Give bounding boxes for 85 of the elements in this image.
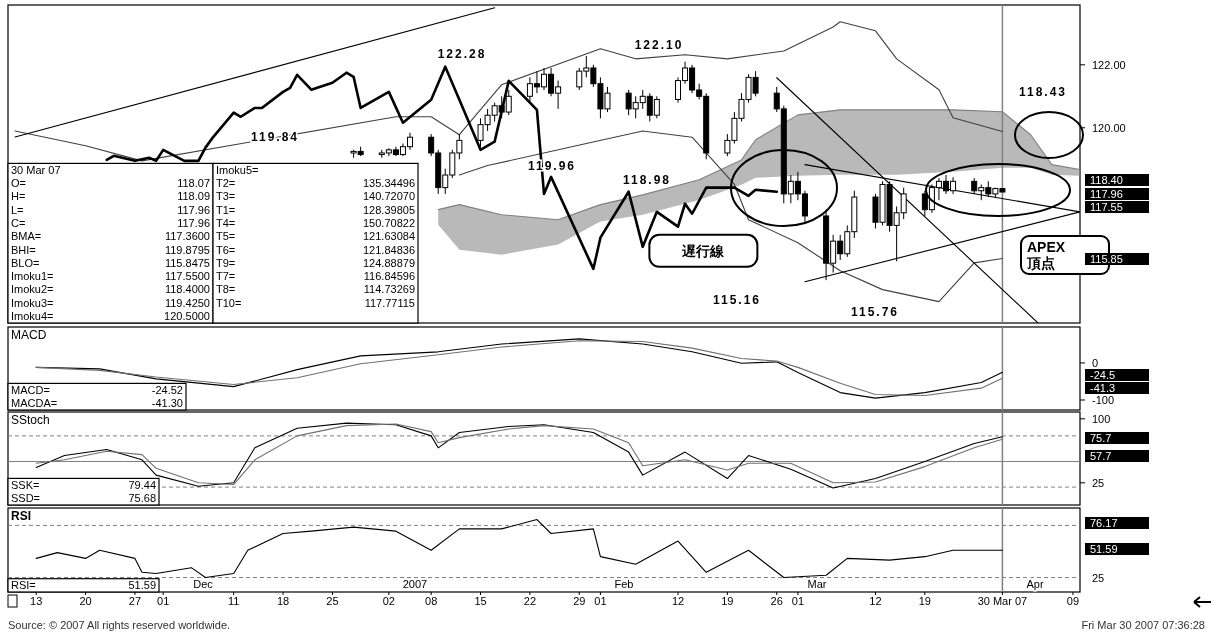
y-tick-label: 122.00	[1092, 58, 1126, 71]
text: H= 118.09	[11, 190, 210, 203]
series-label: 遅行線	[681, 242, 726, 259]
text: 118.40	[1090, 174, 1123, 186]
chart-title: SStoch	[11, 413, 50, 427]
y-tick-label: 100	[1092, 412, 1111, 425]
text: BLO= 115.8475	[11, 256, 210, 269]
text: O= 118.07	[11, 177, 210, 189]
annotation: 115.16	[712, 293, 762, 307]
y-tick-label: 120.00	[1092, 121, 1126, 134]
text: T8= 114.73269	[216, 283, 415, 296]
x-tick-label: 25	[326, 595, 339, 607]
text: Imoku1= 117.5500	[11, 270, 210, 283]
x-tick-label: 01	[594, 595, 607, 607]
y-tick-label: 25	[1092, 476, 1105, 489]
text: T6= 121.84836	[216, 243, 415, 256]
x-tick-label: 01	[791, 595, 805, 607]
x-tick-label: 09	[1066, 595, 1080, 607]
text: T10= 117.77115	[216, 296, 415, 309]
x-tick-label: 19	[918, 595, 931, 607]
annotation: 117.96	[177, 203, 210, 216]
text: 57.7	[1090, 450, 1112, 462]
x-tick-label: 13	[30, 595, 43, 607]
x-tick-label: 20	[79, 595, 92, 607]
x-tick-label: 30 Mar 07	[977, 595, 1028, 607]
text: T3= 140.72070	[216, 190, 415, 203]
x-tick-label: 29	[573, 595, 586, 607]
text: T7= 116.84596	[216, 270, 415, 283]
x-tick-label: 12	[869, 595, 882, 607]
text: 75.7	[1090, 432, 1112, 444]
text: 2007	[402, 578, 428, 590]
text: Imoku3= 119.4250	[11, 296, 210, 309]
x-tick-label: 26	[770, 595, 783, 607]
x-tick-label: 15	[474, 595, 487, 607]
x-tick-label: 12	[671, 595, 685, 607]
text: -24.5	[1090, 369, 1116, 381]
y-tick-label: 0	[1092, 356, 1099, 369]
text: 117.96	[1090, 188, 1123, 200]
text: SSD= 75.68	[11, 492, 156, 504]
text: T9= 124.88879	[216, 256, 415, 269]
text: -41.3	[1090, 382, 1116, 394]
text: MACDA= -41.30	[11, 397, 183, 409]
x-tick-label: 02	[382, 595, 395, 607]
text: 76.17	[1090, 517, 1118, 529]
x-tick-label: 19	[721, 595, 734, 607]
text: T4= 150.70822	[216, 216, 415, 229]
chart-title: RSI	[11, 509, 32, 523]
text: Imoku2= 118.4000	[11, 283, 210, 296]
x-tick-label: 22	[523, 595, 537, 607]
x-tick-label: 08	[425, 595, 438, 607]
annotation: 122.10	[634, 38, 684, 52]
text: T5= 121.63084	[216, 230, 415, 243]
text: BHI= 119.8795	[11, 243, 210, 256]
text: T2= 135.34496	[216, 177, 415, 189]
text: RSI=	[11, 579, 36, 591]
text: 117.55	[1090, 201, 1123, 213]
annotation: 118.98	[622, 173, 672, 187]
text: 51.59	[128, 579, 156, 591]
text: BMA= 117.3600	[11, 230, 210, 243]
annotation: 30 Mar 07	[11, 163, 61, 176]
text: Feb	[614, 578, 634, 590]
x-tick-label: 11	[227, 595, 240, 607]
annotation: 122.28	[437, 47, 487, 61]
text: T1= 128.39805	[216, 203, 415, 216]
source-note: Source: © 2007 All rights reserved worldwide.	[8, 619, 231, 631]
text: 115.85	[1090, 253, 1123, 265]
text: Apr	[1026, 578, 1044, 590]
chart-title: MACD	[11, 328, 47, 342]
text: MACD= -24.52	[11, 383, 183, 396]
text: C= 117.96	[11, 216, 210, 229]
annotation: Imoku5=	[216, 163, 259, 176]
x-tick-label: 18	[276, 595, 290, 607]
text: L=	[11, 203, 24, 216]
annotation: 118.43	[1018, 85, 1068, 99]
text: 51.59	[1090, 543, 1118, 555]
x-tick-label: 27	[128, 595, 142, 607]
annotation: APEX 頂点	[1026, 239, 1066, 271]
x-tick-label: 01	[157, 595, 170, 607]
text: Imoku4= 120.5000	[11, 310, 210, 322]
y-tick-label: -100	[1092, 394, 1115, 406]
text: Mar	[807, 578, 827, 590]
text: Dec	[193, 578, 214, 590]
text: Fri Mar 30 2007 07:36:28	[1081, 619, 1205, 631]
text: SSK= 79.44	[11, 478, 156, 491]
annotation: 115.76	[850, 305, 900, 319]
